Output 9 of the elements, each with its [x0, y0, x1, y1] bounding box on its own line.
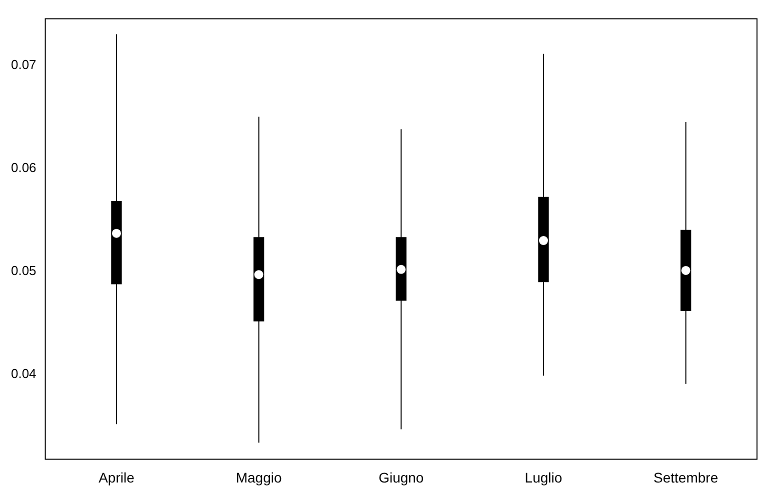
x-tick-label: Maggio [236, 469, 282, 486]
y-tick-label: 0.06 [10, 160, 36, 175]
x-tick-label: Giugno [378, 469, 424, 486]
x-tick-label: Luglio [524, 469, 562, 486]
y-tick-label: 0.07 [10, 56, 36, 72]
x-tick-label: Aprile [98, 469, 135, 486]
x-tick-label: Settembre [654, 469, 718, 486]
y-tick-label: 0.04 [10, 366, 36, 382]
y-tick-label: 0.05 [10, 263, 36, 278]
